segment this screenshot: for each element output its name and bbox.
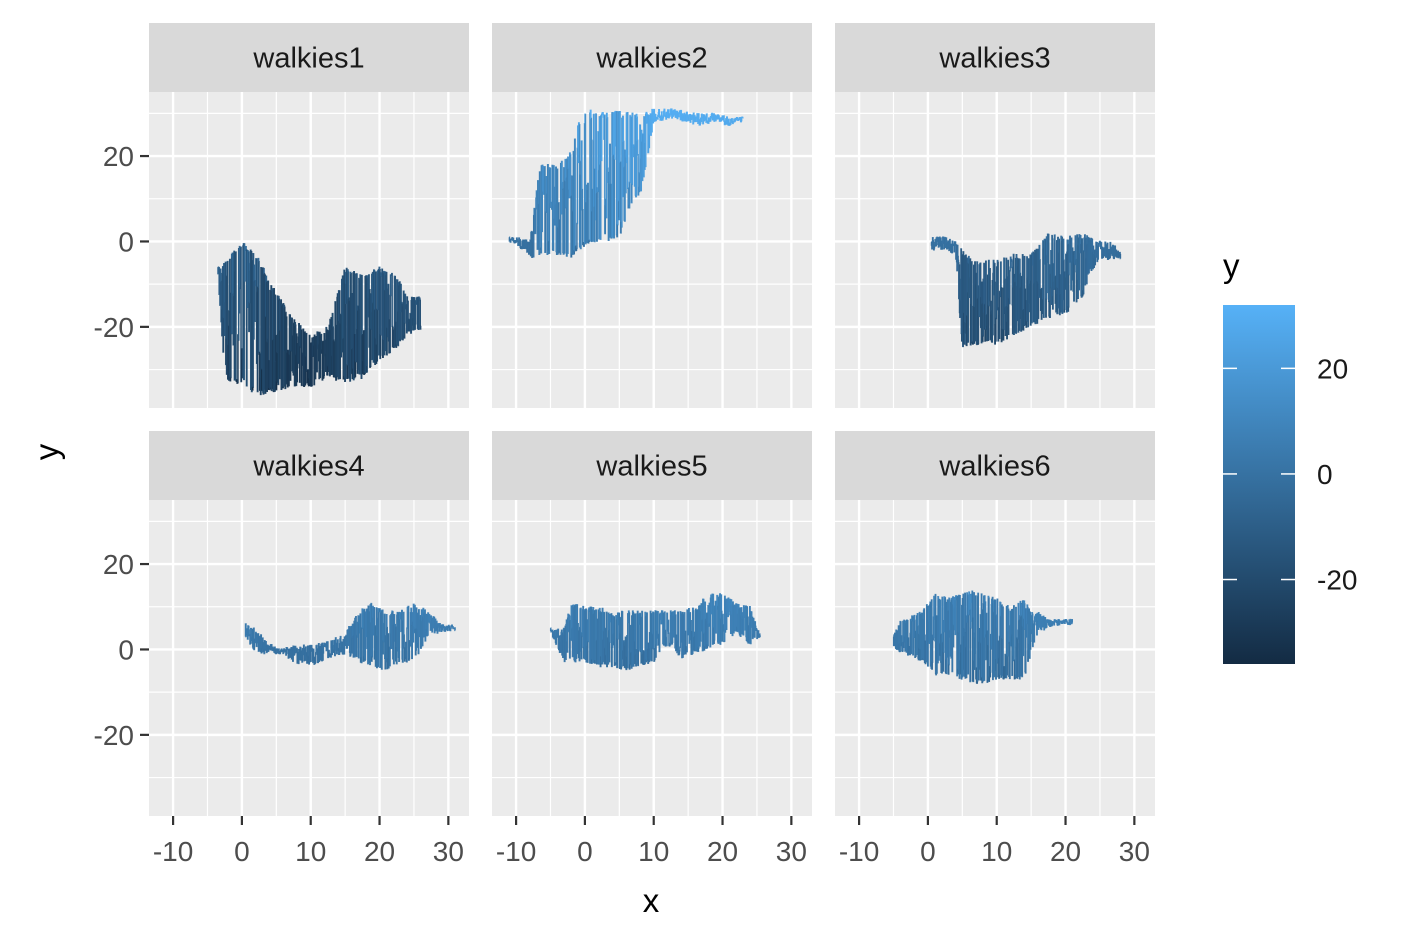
y-tick-label: -20 (94, 720, 134, 751)
y-tick-label: -20 (94, 312, 134, 343)
x-axis-title: x (643, 882, 660, 919)
facet-strip (492, 431, 812, 500)
x-tick-label: 10 (638, 836, 669, 867)
facet-strip (835, 431, 1155, 500)
x-tick-label: 0 (577, 836, 593, 867)
facet-strip-label: walkies5 (595, 451, 707, 483)
x-tick-label: 30 (1119, 836, 1150, 867)
x-tick-label: 10 (981, 836, 1012, 867)
walk-path-walkies5 (549, 593, 761, 671)
facet-panel-walkies1: walkies1 (149, 23, 469, 408)
y-tick-label: 20 (103, 141, 134, 172)
colorbar-tick-label: 0 (1317, 459, 1333, 490)
facet-panel-walkies3: walkies3 (835, 23, 1155, 408)
colorbar-tick-label: 20 (1317, 353, 1348, 384)
legend-title: y (1223, 247, 1240, 284)
x-tick-label: 10 (295, 836, 326, 867)
facet-strip (835, 23, 1155, 92)
colorbar (1223, 305, 1295, 664)
y-tick-label: 0 (118, 634, 134, 665)
colorbar-tick-label: -20 (1317, 565, 1357, 596)
x-tick-label: 20 (364, 836, 395, 867)
x-tick-label: 30 (433, 836, 464, 867)
y-tick-label: 0 (118, 226, 134, 257)
facet-panel-walkies5: walkies5 (492, 431, 812, 816)
x-tick-label: 20 (1050, 836, 1081, 867)
y-tick-label: 20 (103, 549, 134, 580)
x-tick-label: -10 (496, 836, 536, 867)
facet-strip (149, 431, 469, 500)
walk-path-walkies2 (508, 108, 744, 258)
facet-strip-label: walkies4 (252, 451, 364, 483)
walk-path-walkies3 (930, 233, 1122, 348)
x-tick-label: 20 (707, 836, 738, 867)
colorbar-legend: y -20 0 20 (1223, 247, 1357, 664)
walk-path-walkies4 (244, 602, 456, 670)
facet-strip (492, 23, 812, 92)
walk-path-walkies1 (217, 243, 422, 396)
facet-strip-label: walkies1 (252, 43, 364, 75)
facet-strip-label: walkies6 (938, 451, 1050, 483)
x-tick-label: -10 (153, 836, 193, 867)
x-tick-label: -10 (839, 836, 879, 867)
walk-path-walkies6 (892, 590, 1073, 684)
facet-panel-walkies2: walkies2 (492, 23, 812, 408)
x-tick-label: 0 (234, 836, 250, 867)
facet-panel-walkies4: walkies4 (149, 431, 469, 816)
facet-strip (149, 23, 469, 92)
gridlines (149, 92, 469, 408)
facet-strip-label: walkies2 (595, 43, 707, 75)
facet-strip-label: walkies3 (938, 43, 1050, 75)
y-axis-title: y (28, 443, 65, 460)
facet-panel-walkies6: walkies6 (835, 431, 1155, 816)
x-tick-label: 30 (776, 836, 807, 867)
gridlines (835, 500, 1155, 816)
x-tick-label: 0 (920, 836, 936, 867)
